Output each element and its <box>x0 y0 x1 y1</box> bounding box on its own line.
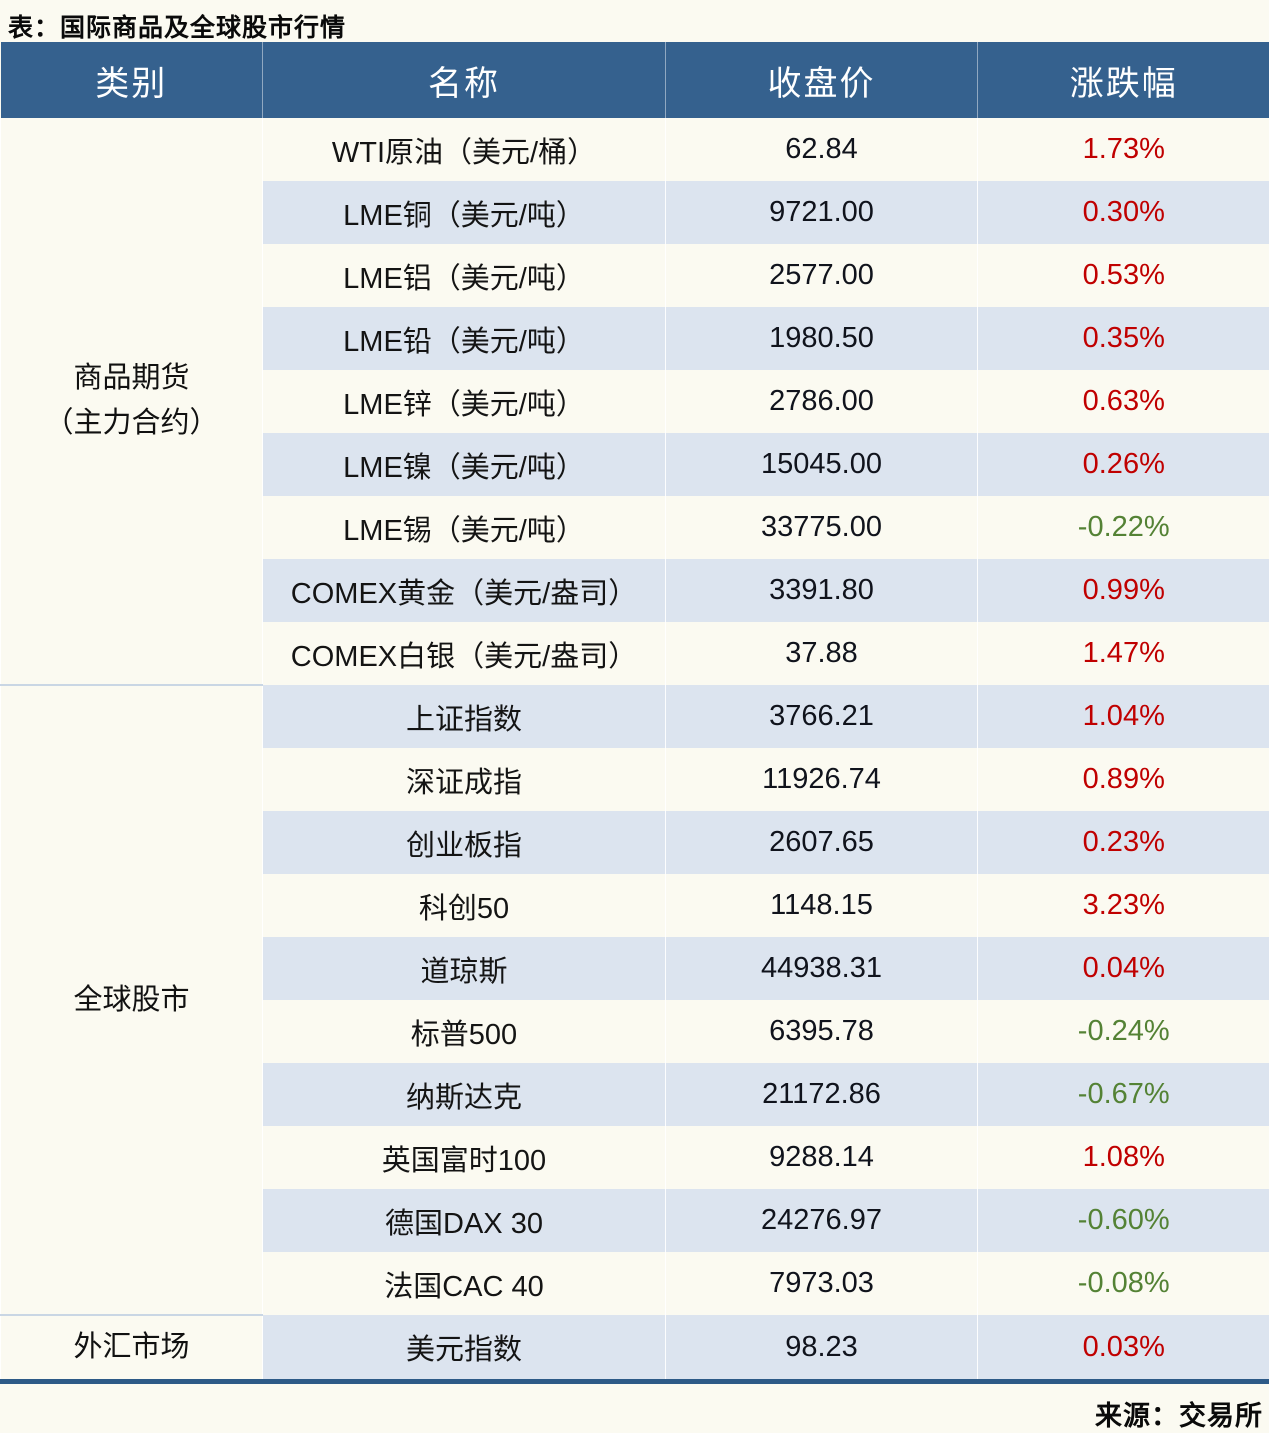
category-cell: 全球股市 <box>1 685 263 1315</box>
close-price-cell: 2607.65 <box>666 811 978 874</box>
name-cell: 深证成指 <box>263 748 666 811</box>
name-cell: WTI原油（美元/桶） <box>263 118 666 181</box>
change-percent-cell: 1.08% <box>978 1126 1269 1189</box>
change-percent-cell: 1.73% <box>978 118 1269 181</box>
name-cell: LME锡（美元/吨） <box>263 496 666 559</box>
change-percent-cell: 0.26% <box>978 433 1269 496</box>
name-cell: 标普500 <box>263 1000 666 1063</box>
close-price-cell: 21172.86 <box>666 1063 978 1126</box>
close-price-cell: 11926.74 <box>666 748 978 811</box>
close-price-cell: 15045.00 <box>666 433 978 496</box>
source-note: 来源：交易所 <box>0 1384 1269 1429</box>
close-price-cell: 1980.50 <box>666 307 978 370</box>
change-percent-cell: 0.89% <box>978 748 1269 811</box>
close-price-cell: 1148.15 <box>666 874 978 937</box>
name-cell: LME镍（美元/吨） <box>263 433 666 496</box>
close-price-cell: 2577.00 <box>666 244 978 307</box>
table-title: 表：国际商品及全球股市行情 <box>0 0 1269 42</box>
change-percent-cell: 3.23% <box>978 874 1269 937</box>
change-percent-cell: -0.67% <box>978 1063 1269 1126</box>
category-cell: 外汇市场 <box>1 1315 263 1382</box>
close-price-cell: 24276.97 <box>666 1189 978 1252</box>
change-percent-cell: 0.99% <box>978 559 1269 622</box>
name-cell: 道琼斯 <box>263 937 666 1000</box>
name-cell: LME铅（美元/吨） <box>263 307 666 370</box>
change-percent-cell: 0.30% <box>978 181 1269 244</box>
close-price-cell: 98.23 <box>666 1315 978 1382</box>
close-price-cell: 2786.00 <box>666 370 978 433</box>
name-cell: 法国CAC 40 <box>263 1252 666 1315</box>
close-price-cell: 44938.31 <box>666 937 978 1000</box>
change-percent-cell: -0.60% <box>978 1189 1269 1252</box>
table-header: 类别 名称 收盘价 涨跌幅 <box>1 42 1269 118</box>
close-price-cell: 33775.00 <box>666 496 978 559</box>
header-category: 类别 <box>1 42 263 118</box>
close-price-cell: 9288.14 <box>666 1126 978 1189</box>
change-percent-cell: 0.03% <box>978 1315 1269 1382</box>
close-price-cell: 9721.00 <box>666 181 978 244</box>
name-cell: 德国DAX 30 <box>263 1189 666 1252</box>
header-row: 类别 名称 收盘价 涨跌幅 <box>1 42 1269 118</box>
market-table: 类别 名称 收盘价 涨跌幅 商品期货 （主力合约）WTI原油（美元/桶）62.8… <box>0 42 1269 1384</box>
close-price-cell: 62.84 <box>666 118 978 181</box>
header-name: 名称 <box>263 42 666 118</box>
close-price-cell: 37.88 <box>666 622 978 685</box>
change-percent-cell: -0.24% <box>978 1000 1269 1063</box>
change-percent-cell: 0.53% <box>978 244 1269 307</box>
header-change: 涨跌幅 <box>978 42 1269 118</box>
name-cell: 英国富时100 <box>263 1126 666 1189</box>
change-percent-cell: -0.22% <box>978 496 1269 559</box>
close-price-cell: 7973.03 <box>666 1252 978 1315</box>
category-cell: 商品期货 （主力合约） <box>1 118 263 685</box>
name-cell: LME铝（美元/吨） <box>263 244 666 307</box>
change-percent-cell: 0.63% <box>978 370 1269 433</box>
header-close: 收盘价 <box>666 42 978 118</box>
change-percent-cell: 1.47% <box>978 622 1269 685</box>
close-price-cell: 3391.80 <box>666 559 978 622</box>
name-cell: 上证指数 <box>263 685 666 748</box>
name-cell: LME铜（美元/吨） <box>263 181 666 244</box>
name-cell: 美元指数 <box>263 1315 666 1382</box>
name-cell: LME锌（美元/吨） <box>263 370 666 433</box>
close-price-cell: 6395.78 <box>666 1000 978 1063</box>
close-price-cell: 3766.21 <box>666 685 978 748</box>
name-cell: COMEX白银（美元/盎司） <box>263 622 666 685</box>
name-cell: 科创50 <box>263 874 666 937</box>
change-percent-cell: 1.04% <box>978 685 1269 748</box>
name-cell: 创业板指 <box>263 811 666 874</box>
name-cell: COMEX黄金（美元/盎司） <box>263 559 666 622</box>
change-percent-cell: -0.08% <box>978 1252 1269 1315</box>
change-percent-cell: 0.35% <box>978 307 1269 370</box>
change-percent-cell: 0.04% <box>978 937 1269 1000</box>
change-percent-cell: 0.23% <box>978 811 1269 874</box>
name-cell: 纳斯达克 <box>263 1063 666 1126</box>
